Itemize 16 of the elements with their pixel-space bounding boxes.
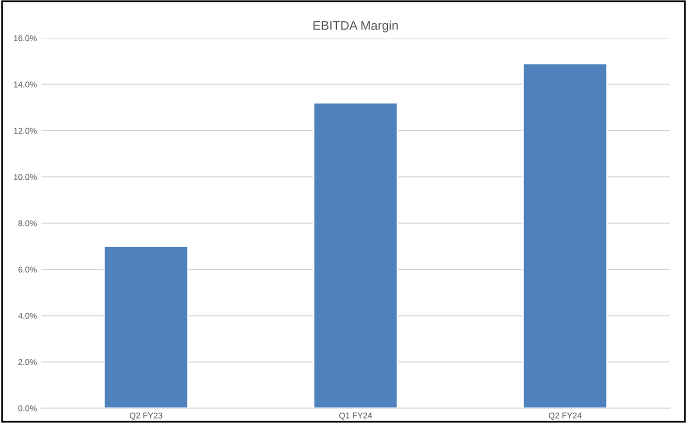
y-tick-label: 10.0% [14, 174, 37, 180]
y-tick-label: 8.0% [18, 220, 37, 226]
bar [103, 246, 189, 408]
y-tick-label: 4.0% [18, 312, 37, 319]
bar [312, 102, 398, 408]
y-tick-label: 2.0% [18, 359, 37, 366]
x-tick-label: Q1 FY24 [339, 412, 372, 420]
y-tick-label: 14.0% [14, 82, 37, 88]
y-tick-label: 12.0% [14, 128, 37, 134]
x-tick-label: Q2 FY23 [130, 412, 162, 420]
y-tick-label: 6.0% [18, 266, 37, 272]
chart-title: EBITDA Margin [313, 20, 398, 32]
bar [522, 62, 608, 408]
x-tick-label: Q2 FY24 [548, 412, 582, 420]
y-tick-label: 0.0% [18, 405, 37, 412]
y-tick-label: 16.0% [14, 35, 37, 42]
